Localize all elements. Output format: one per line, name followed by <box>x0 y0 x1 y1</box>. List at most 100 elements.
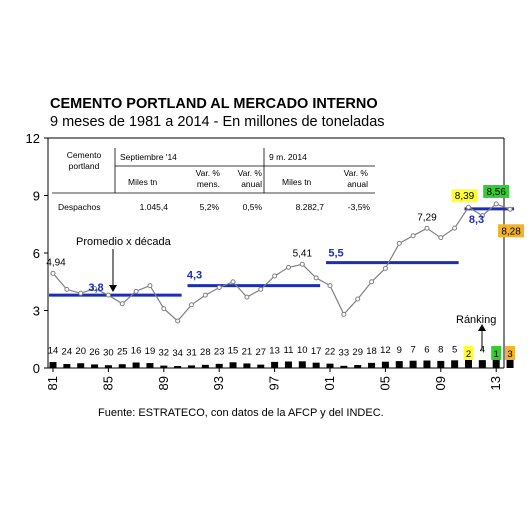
point-label: 8,28 <box>501 226 521 237</box>
ranking-label: 5 <box>452 344 457 355</box>
data-point <box>202 292 208 298</box>
ranking-label: 32 <box>159 348 170 359</box>
ranking-bar <box>506 359 514 368</box>
data-point <box>119 301 125 307</box>
ranking-bar <box>326 363 334 368</box>
y-tick-label: 12 <box>26 131 40 146</box>
ranking-label: 25 <box>117 347 128 358</box>
ranking-bar <box>215 363 223 368</box>
ranking-label: 13 <box>269 345 280 356</box>
x-tick-label: 93 <box>211 376 226 390</box>
ranking-bar <box>77 363 85 368</box>
ranking-highlight <box>491 346 502 360</box>
ranking-label: 23 <box>214 347 225 358</box>
ranking-label: 8 <box>438 345 443 356</box>
ranking-bar <box>146 363 154 368</box>
x-tick-label: 13 <box>488 376 503 390</box>
table-header-4: Miles tn <box>282 177 312 187</box>
data-point <box>493 201 499 207</box>
ranking-label: 2 <box>466 349 471 360</box>
data-point <box>175 318 181 324</box>
ranking-label: 24 <box>62 347 73 358</box>
table-value-2: 5,2% <box>200 202 220 212</box>
ranking-highlight <box>505 346 516 360</box>
point-label: 4,94 <box>46 257 66 268</box>
ranking-bar <box>188 365 195 368</box>
data-point <box>355 296 361 302</box>
ranking-bar <box>368 362 376 368</box>
ranking-bar <box>423 360 431 368</box>
ranking-bar <box>118 364 126 368</box>
table-header-2: Var. % mens. <box>195 168 220 189</box>
data-point <box>50 270 56 276</box>
point-label-highlight <box>498 224 525 238</box>
table-header-5: Var. % anual <box>343 168 368 189</box>
data-point <box>64 286 70 292</box>
series-line <box>52 203 511 322</box>
y-tick-label: 3 <box>33 304 40 319</box>
chart-title: CEMENTO PORTLAND AL MERCADO INTERNO <box>50 96 378 112</box>
ranking-bar <box>201 364 209 368</box>
ranking-bar <box>243 363 251 368</box>
x-tick-label: 85 <box>100 376 115 390</box>
data-point <box>272 273 278 279</box>
table-header-5-box: Var. % anual <box>343 168 368 189</box>
ranking-bar <box>271 361 279 368</box>
table-value-1: 1.045,4 <box>140 202 169 212</box>
data-point <box>189 302 194 308</box>
ranking-bar <box>160 365 168 368</box>
ranking-bar <box>174 366 182 368</box>
decade-average-labels: 3,8 4,3 5,5 8,3 <box>88 214 484 294</box>
ranking-label: 12 <box>380 345 391 356</box>
ranking-label: 22 <box>325 346 336 357</box>
decade-average-label: 5,5 <box>328 248 343 260</box>
ranking-label: 18 <box>366 346 377 357</box>
data-point <box>133 288 139 294</box>
ranking-highlight <box>463 346 474 360</box>
point-label-highlight <box>483 184 510 198</box>
x-tick-label: 05 <box>377 376 392 390</box>
data-point <box>258 286 264 292</box>
data-point <box>466 204 471 210</box>
ranking-label: 20 <box>75 346 86 357</box>
ranking-label: 7 <box>410 345 415 356</box>
ranking-bar <box>49 362 57 368</box>
table-value-5: -3,5% <box>348 202 371 212</box>
decade-average-label: 4,3 <box>187 270 202 282</box>
table-col-header: Cemento portland <box>66 150 102 171</box>
data-point <box>285 264 291 270</box>
data-point <box>216 285 222 290</box>
ranking-label: 1 <box>494 349 499 360</box>
ranking-label: 10 <box>297 345 308 356</box>
ranking-bar <box>492 359 500 368</box>
point-labels: 4,94 5,41 7,29 8,39 8,56 8,28 <box>46 184 525 268</box>
point-label: 8,56 <box>486 187 506 198</box>
data-point <box>244 294 250 300</box>
x-tick-label: 09 <box>433 376 448 390</box>
ranking-label: 3 <box>507 349 512 360</box>
ranking-bar <box>478 360 486 368</box>
ranking-annotation: Ránking <box>456 314 496 326</box>
ranking-bar <box>312 362 320 368</box>
chart-subtitle: 9 meses de 1981 a 2014 - En millones de … <box>50 114 385 130</box>
ranking-label: 17 <box>311 346 322 357</box>
y-tick-label: 0 <box>33 361 40 376</box>
ranking-label: 21 <box>242 346 253 357</box>
decade-average-arrowhead <box>109 285 117 292</box>
ranking-bar <box>91 364 99 368</box>
ranking-label: 29 <box>352 347 363 358</box>
decade-average-lines <box>49 207 515 297</box>
data-point <box>396 240 402 246</box>
table-header-2-box: Var. % mens. <box>195 168 220 189</box>
data-point <box>452 225 458 231</box>
ranking-label: 28 <box>200 347 211 358</box>
ranking-label: 31 <box>186 347 197 358</box>
table-value-3: 0,5% <box>243 202 263 212</box>
x-ticks: 81 85 89 93 97 01 05 09 13 <box>45 368 503 390</box>
x-tick-label: 01 <box>322 376 337 390</box>
ranking-bar <box>63 364 71 368</box>
ranking-label: 27 <box>255 347 266 358</box>
ranking-label: 9 <box>397 345 402 356</box>
ranking-label: 15 <box>228 346 239 357</box>
data-point <box>78 290 84 296</box>
